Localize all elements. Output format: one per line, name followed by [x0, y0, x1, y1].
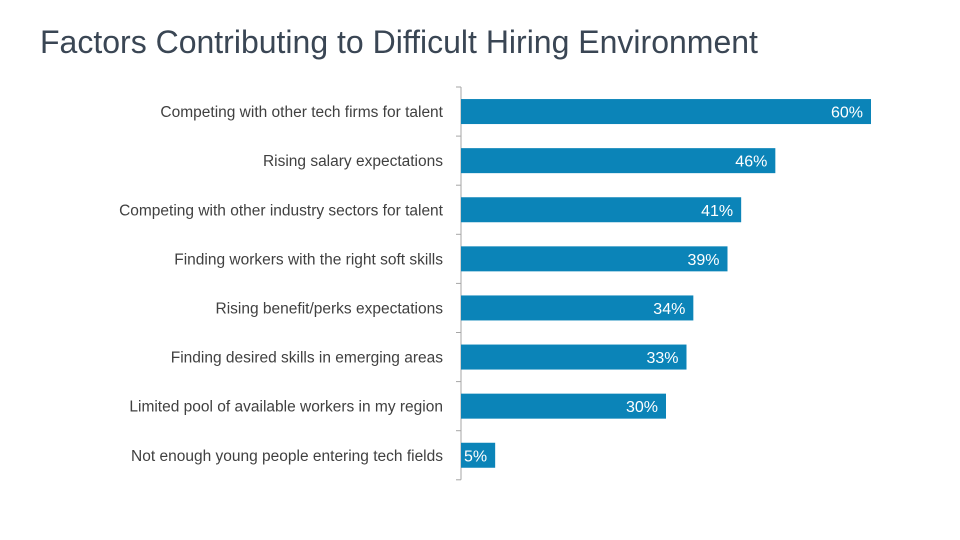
data-label: 39% [687, 252, 719, 269]
bar [461, 246, 728, 272]
category-label: Rising salary expectations [263, 153, 443, 170]
category-label: Not enough young people entering tech fi… [131, 448, 443, 465]
data-label: 30% [626, 399, 658, 416]
category-label: Finding desired skills in emerging areas [171, 350, 443, 367]
category-label: Limited pool of available workers in my … [129, 399, 443, 416]
data-label: 5% [464, 448, 487, 465]
data-label: 41% [701, 203, 733, 220]
category-labels: Competing with other tech firms for tale… [119, 104, 444, 465]
category-label: Rising benefit/perks expectations [216, 300, 444, 317]
data-label: 60% [831, 105, 863, 122]
data-label: 34% [653, 301, 685, 318]
bar [461, 99, 871, 125]
data-label: 46% [735, 154, 767, 171]
category-label: Finding workers with the right soft skil… [174, 251, 443, 268]
category-label: Competing with other tech firms for tale… [160, 104, 443, 121]
bars [461, 99, 871, 468]
bar [461, 442, 496, 468]
value-labels: 60% 46% 41% 39% 34% 33% 30% 5% [464, 105, 863, 466]
bar [461, 344, 687, 370]
page-title: Factors Contributing to Difficult Hiring… [40, 24, 758, 60]
bar [461, 197, 742, 223]
category-axis [456, 86, 462, 481]
bar [461, 148, 776, 174]
bar [461, 295, 694, 321]
data-label: 33% [646, 350, 678, 367]
bar [461, 393, 666, 419]
category-label: Competing with other industry sectors fo… [119, 202, 444, 219]
